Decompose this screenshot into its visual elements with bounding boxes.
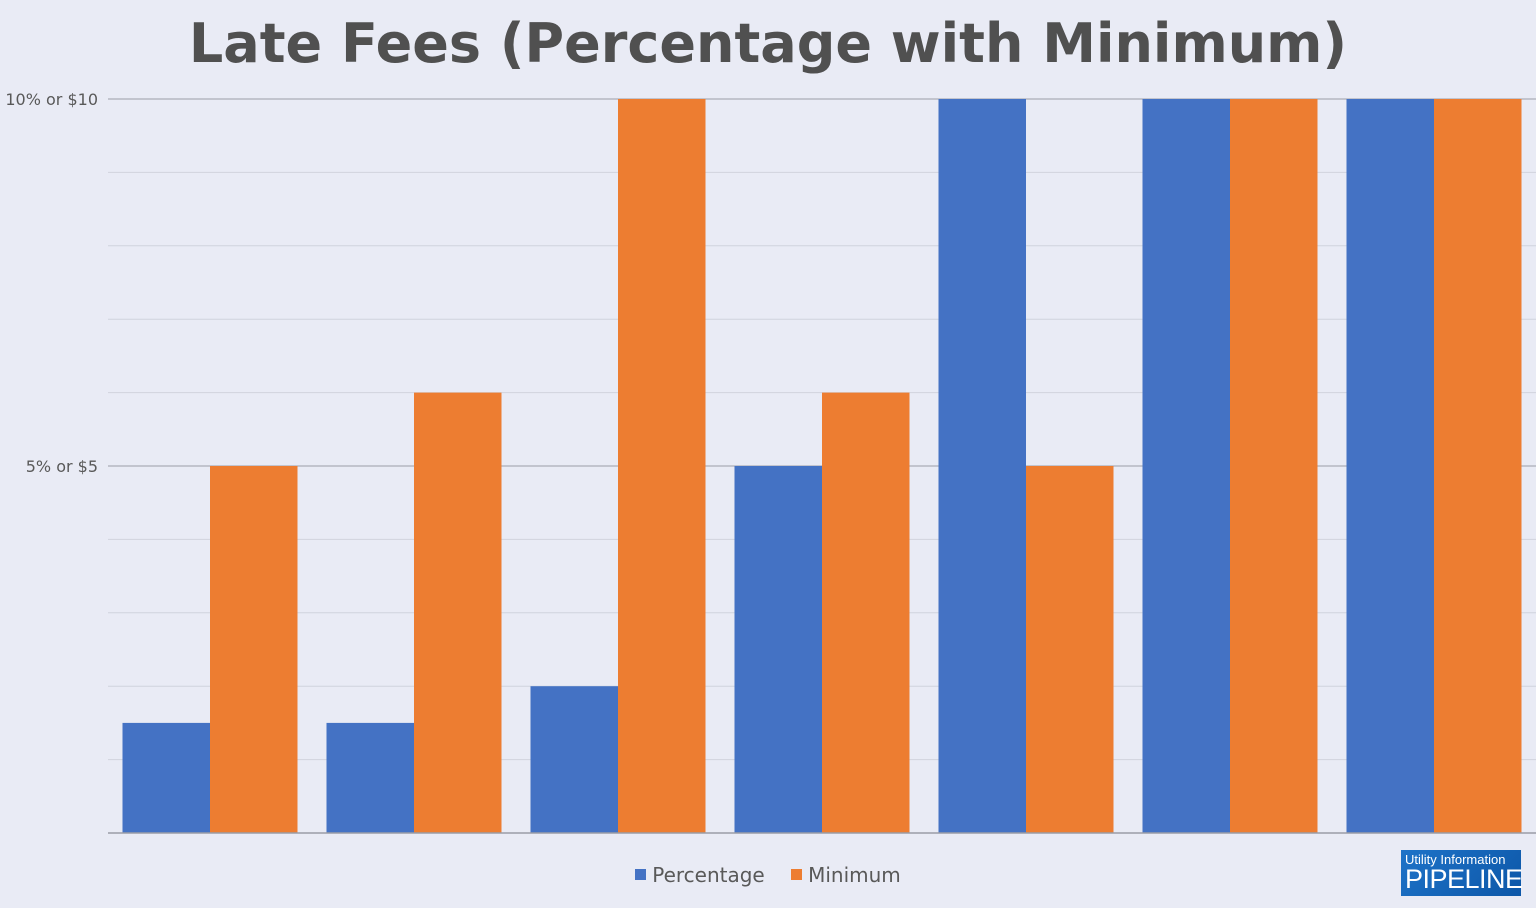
bar-percentage xyxy=(530,686,618,833)
bar-minimum xyxy=(1434,99,1522,833)
logo-line2: PIPELINE xyxy=(1405,864,1523,894)
legend-item-minimum: Minimum xyxy=(791,863,901,887)
chart-title: Late Fees (Percentage with Minimum) xyxy=(188,12,1348,75)
legend-swatch xyxy=(791,869,803,880)
bar-minimum xyxy=(1230,99,1318,833)
bar-minimum xyxy=(1026,466,1114,833)
y-tick-label: 10% or $10 xyxy=(5,90,98,109)
legend-label: Percentage xyxy=(652,862,765,887)
bar-minimum xyxy=(822,392,910,833)
utility-information-pipeline-logo: Utility Information PIPELINE xyxy=(1401,850,1523,896)
y-tick-label: 5% or $5 xyxy=(26,457,98,476)
bar-percentage xyxy=(734,466,822,833)
logo-line1: Utility Information xyxy=(1405,852,1506,867)
legend-swatch xyxy=(635,869,647,880)
bar-percentage xyxy=(1142,99,1230,833)
bar-percentage xyxy=(1346,99,1434,833)
bar-minimum xyxy=(210,466,298,833)
bar-minimum xyxy=(618,99,706,833)
legend-item-percentage: Percentage xyxy=(635,863,765,887)
bar-percentage xyxy=(326,722,414,833)
legend-label: Minimum xyxy=(808,862,901,887)
bar-minimum xyxy=(414,392,502,833)
legend: Percentage Minimum xyxy=(0,861,1536,887)
bar-percentage xyxy=(122,722,210,833)
bar-percentage xyxy=(938,99,1026,833)
